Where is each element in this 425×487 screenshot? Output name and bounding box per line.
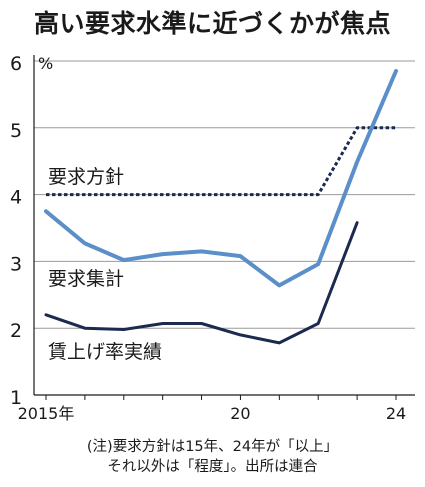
y-tick-label: 3 <box>10 253 22 275</box>
series-line-3 <box>44 221 359 345</box>
y-tick-label: 4 <box>10 187 22 209</box>
x-tick-label: 24 <box>386 404 406 423</box>
series-label: 賃上げ率実績 <box>48 341 162 363</box>
y-tick-label: 5 <box>10 120 22 142</box>
y-tick-label: 2 <box>10 320 22 342</box>
y-tick-label: 1 <box>10 387 22 409</box>
x-tick-label: 20 <box>230 404 250 423</box>
series-label: 要求方針 <box>48 166 124 188</box>
chart-title: 高い要求水準に近づくかが焦点 <box>33 9 391 38</box>
footnote-line-2: それ以外は「程度」。出所は連合 <box>107 459 318 475</box>
y-unit-label: % <box>38 54 53 73</box>
y-tick-label: 6 <box>10 53 22 75</box>
series-line-2 <box>44 69 398 288</box>
footnote-line-1: (注)要求方針は15年、24年が「以上」 <box>86 439 339 455</box>
series-line-1 <box>46 126 396 197</box>
x-tick-label: 2015年 <box>18 404 75 423</box>
series-label: 要求集計 <box>48 268 124 290</box>
